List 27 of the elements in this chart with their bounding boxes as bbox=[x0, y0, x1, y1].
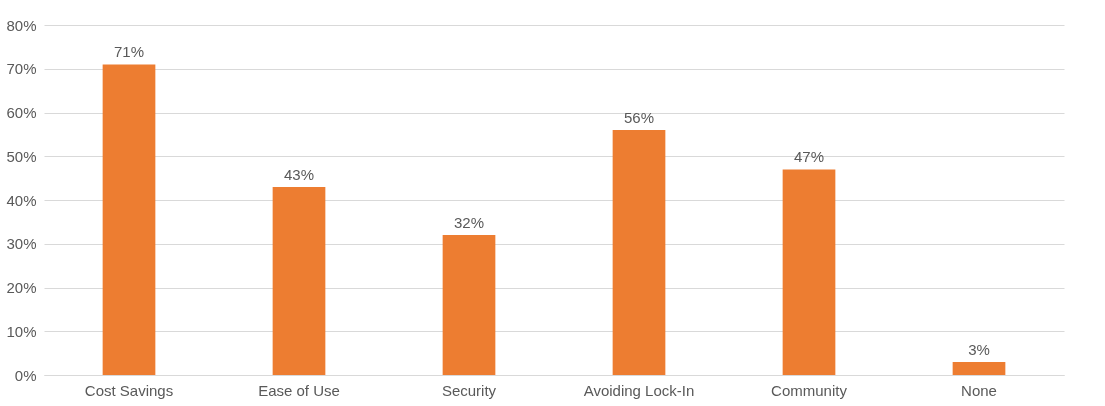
x-tick-label: Security bbox=[441, 381, 497, 399]
y-tick-label: 50% bbox=[6, 147, 37, 165]
data-label: 32% bbox=[453, 214, 485, 231]
data-label: 3% bbox=[968, 340, 990, 358]
y-tick-label: 30% bbox=[6, 235, 37, 253]
y-tick-label: 70% bbox=[6, 60, 37, 78]
bar bbox=[782, 169, 836, 375]
y-tick-label: 10% bbox=[6, 322, 37, 340]
y-tick-label: 40% bbox=[6, 191, 37, 209]
bar bbox=[952, 361, 1006, 375]
y-tick-label: 80% bbox=[6, 16, 37, 34]
x-tick-label: Ease of Use bbox=[258, 381, 340, 399]
y-tick-label: 0% bbox=[14, 366, 37, 384]
x-tick-label: Cost Savings bbox=[84, 381, 174, 399]
data-label: 71% bbox=[113, 43, 145, 61]
data-label: 43% bbox=[283, 165, 315, 183]
bar bbox=[442, 235, 496, 375]
x-tick-label: Avoiding Lock-In bbox=[583, 381, 695, 399]
x-tick-label: Community bbox=[771, 381, 848, 399]
bar bbox=[272, 186, 326, 375]
x-tick-label: None bbox=[961, 381, 997, 399]
bar bbox=[102, 64, 156, 375]
y-tick-label: 20% bbox=[6, 279, 37, 296]
y-tick-label: 60% bbox=[6, 104, 37, 121]
bar bbox=[612, 130, 666, 375]
data-label: 56% bbox=[623, 109, 655, 126]
data-label: 47% bbox=[793, 148, 825, 166]
